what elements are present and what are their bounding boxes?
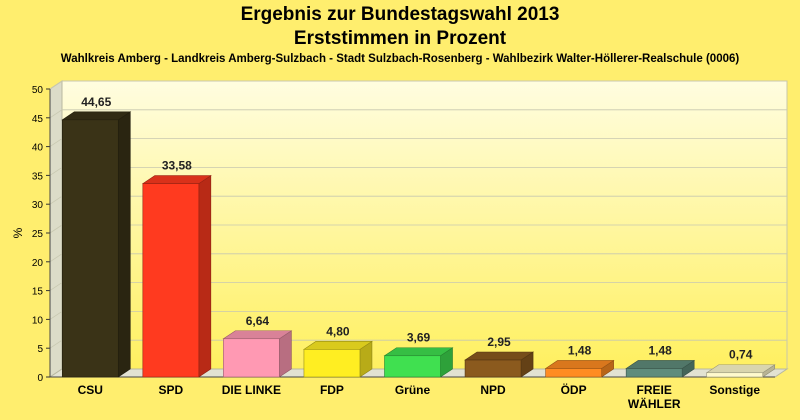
gridline-side xyxy=(49,167,63,176)
y-tick-label: 40 xyxy=(32,143,44,154)
x-tick-label: FDP xyxy=(320,383,344,397)
bar xyxy=(223,338,280,378)
gridline-side xyxy=(49,282,63,291)
chart-title-line-2: Erststimmen in Prozent xyxy=(293,28,507,49)
data-label: 1,48 xyxy=(648,343,672,357)
y-tick-label: 35 xyxy=(32,171,44,182)
gridline-side xyxy=(49,253,63,263)
data-label: 1,48 xyxy=(568,343,592,357)
bar-top xyxy=(625,360,696,369)
data-label: 2,95 xyxy=(487,335,511,349)
bar xyxy=(384,355,441,378)
data-label: 3,69 xyxy=(407,331,431,345)
y-tick-label: 10 xyxy=(32,315,44,326)
y-tick-label: 25 xyxy=(32,229,44,240)
gridline-side xyxy=(49,109,63,119)
data-label: 33,58 xyxy=(162,159,192,173)
gridline-side xyxy=(49,311,63,320)
bar-side xyxy=(198,175,212,378)
y-tick-label: 45 xyxy=(32,114,44,125)
bar-top xyxy=(302,341,373,350)
bar xyxy=(464,359,522,378)
bar xyxy=(303,349,361,378)
bar-top xyxy=(383,347,454,357)
gridline-side xyxy=(49,195,63,205)
data-label: 44,65 xyxy=(81,95,111,109)
bar-side xyxy=(117,111,131,378)
data-label: 0,74 xyxy=(729,348,753,362)
x-tick-label: SPD xyxy=(158,383,183,397)
bar xyxy=(61,119,119,378)
y-tick-label: 15 xyxy=(32,287,44,298)
bar-top xyxy=(222,330,293,340)
chart-subtitle: Wahlkreis Amberg - Landkreis Amberg-Sulz… xyxy=(60,53,740,65)
y-axis-label: % xyxy=(11,227,25,238)
bar-top xyxy=(141,175,212,184)
x-tick-label: Grüne xyxy=(395,383,431,397)
x-tick-label: ÖDP xyxy=(561,382,587,397)
data-label: 4,80 xyxy=(326,324,350,338)
y-tick-label: 50 xyxy=(32,85,44,96)
y-tick-label: 20 xyxy=(32,258,44,269)
bar xyxy=(142,183,200,378)
bar-top xyxy=(464,351,535,361)
gridline-side xyxy=(49,224,63,234)
bar xyxy=(625,368,683,378)
chart-title: Ergebnis zur Bundestagswahl 2013 xyxy=(240,4,560,25)
bar-top xyxy=(61,111,132,121)
bar-top xyxy=(705,364,776,374)
gridline-side xyxy=(49,80,63,90)
y-tick-label: 0 xyxy=(37,373,43,384)
bar-top xyxy=(544,360,615,369)
bar xyxy=(706,372,764,378)
x-tick-label: CSU xyxy=(78,383,103,397)
gridline-side xyxy=(49,339,63,349)
y-tick-label: 30 xyxy=(32,200,44,211)
x-tick-label: Sonstige xyxy=(709,383,760,397)
x-tick-label: DIE LINKE xyxy=(222,383,281,397)
data-label: 6,64 xyxy=(246,314,270,328)
x-tick-label: FREIE WÄHLER xyxy=(628,383,681,411)
y-tick-label: 5 xyxy=(37,344,43,355)
bar xyxy=(545,368,602,378)
x-tick-label: NPD xyxy=(480,383,506,397)
gridline-side xyxy=(49,138,63,147)
